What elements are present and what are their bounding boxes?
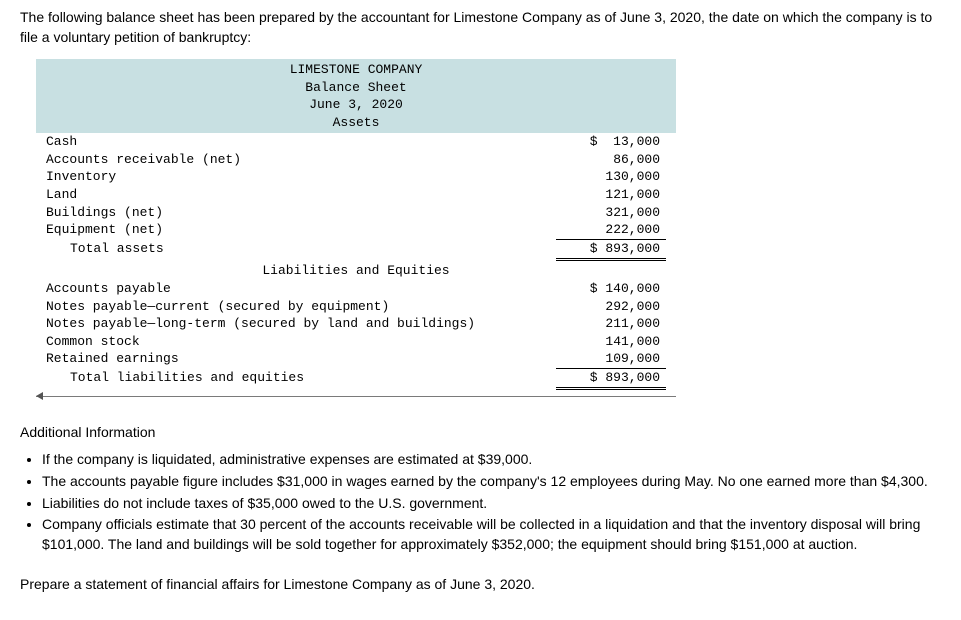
list-item: Liabilities do not include taxes of $35,…	[42, 494, 941, 514]
liab-label: Retained earnings	[46, 350, 556, 368]
asset-label: Inventory	[46, 168, 556, 186]
task-instruction: Prepare a statement of financial affairs…	[20, 576, 941, 592]
liab-label: Accounts payable	[46, 280, 556, 298]
asset-label: Cash	[46, 133, 556, 151]
table-row: Land 121,000	[36, 186, 676, 204]
liab-total-row: Total liabilities and equities $ 893,000	[36, 368, 676, 391]
sheet-title: Balance Sheet	[36, 79, 676, 97]
liab-label: Notes payable—long-term (secured by land…	[46, 315, 556, 333]
asset-value: 130,000	[556, 168, 666, 186]
liab-label: Common stock	[46, 333, 556, 351]
table-row: Notes payable—current (secured by equipm…	[36, 298, 676, 316]
liab-value: 141,000	[556, 333, 666, 351]
intro-text: The following balance sheet has been pre…	[20, 8, 941, 47]
table-row: Cash $ 13,000	[36, 133, 676, 151]
table-row: Common stock 141,000	[36, 333, 676, 351]
sheet-date: June 3, 2020	[36, 96, 676, 114]
table-row: Buildings (net) 321,000	[36, 204, 676, 222]
balance-sheet: LIMESTONE COMPANY Balance Sheet June 3, …	[36, 59, 676, 390]
liab-value: 292,000	[556, 298, 666, 316]
liab-value: 211,000	[556, 315, 666, 333]
asset-value: 86,000	[556, 151, 666, 169]
liabilities-heading: Liabilities and Equities	[36, 261, 676, 280]
assets-section: Cash $ 13,000 Accounts receivable (net) …	[36, 133, 676, 261]
assets-heading: Assets	[36, 114, 676, 132]
table-row: Accounts payable $ 140,000	[36, 280, 676, 298]
liab-value: $ 140,000	[556, 280, 666, 298]
table-row: Accounts receivable (net) 86,000	[36, 151, 676, 169]
asset-value: $ 13,000	[556, 133, 666, 151]
asset-label: Accounts receivable (net)	[46, 151, 556, 169]
asset-label: Equipment (net)	[46, 221, 556, 239]
assets-total-label: Total assets	[46, 240, 556, 258]
table-row: Notes payable—long-term (secured by land…	[36, 315, 676, 333]
assets-total-row: Total assets $ 893,000	[36, 239, 676, 262]
asset-value: 321,000	[556, 204, 666, 222]
list-item: If the company is liquidated, administra…	[42, 450, 941, 470]
assets-total-value: $ 893,000	[556, 239, 666, 262]
table-row: Inventory 130,000	[36, 168, 676, 186]
liab-total-value: $ 893,000	[556, 368, 666, 391]
sheet-header: LIMESTONE COMPANY Balance Sheet June 3, …	[36, 59, 676, 133]
liabilities-section: Accounts payable $ 140,000 Notes payable…	[36, 280, 676, 390]
table-row: Retained earnings 109,000	[36, 350, 676, 368]
additional-info-list: If the company is liquidated, administra…	[24, 450, 941, 554]
horizontal-scroll-indicator[interactable]	[36, 396, 676, 402]
liab-label: Notes payable—current (secured by equipm…	[46, 298, 556, 316]
company-name: LIMESTONE COMPANY	[36, 61, 676, 79]
asset-label: Land	[46, 186, 556, 204]
asset-label: Buildings (net)	[46, 204, 556, 222]
additional-info-title: Additional Information	[20, 424, 941, 440]
table-row: Equipment (net) 222,000	[36, 221, 676, 239]
list-item: The accounts payable figure includes $31…	[42, 472, 941, 492]
asset-value: 222,000	[556, 221, 666, 239]
list-item: Company officials estimate that 30 perce…	[42, 515, 941, 554]
liab-value: 109,000	[556, 350, 666, 368]
asset-value: 121,000	[556, 186, 666, 204]
liab-total-label: Total liabilities and equities	[46, 369, 556, 387]
